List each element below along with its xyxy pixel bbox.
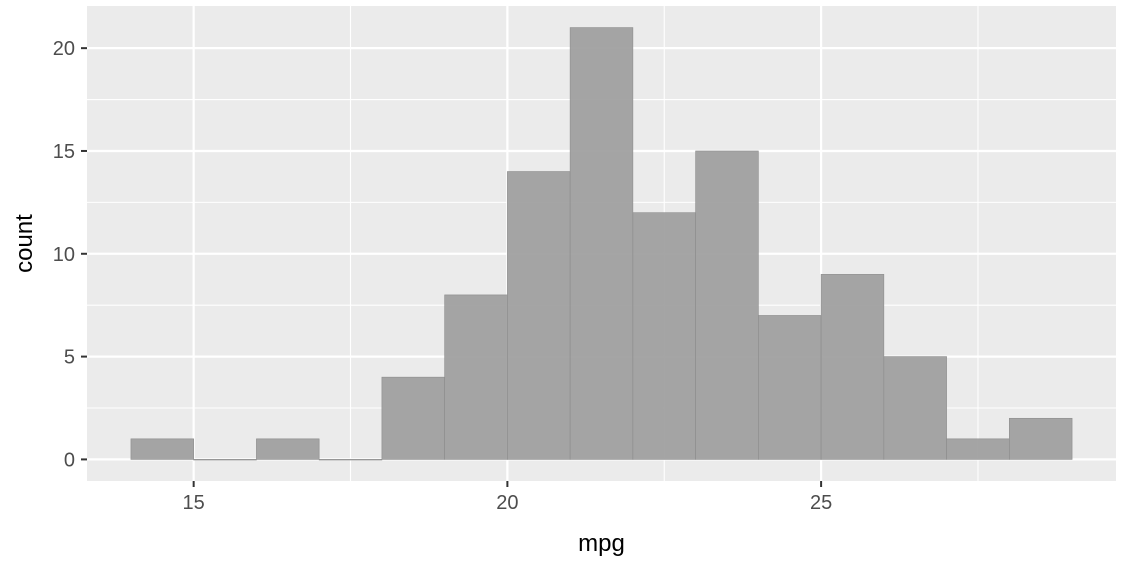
histogram-bar: [507, 171, 571, 460]
histogram-bar: [883, 356, 947, 460]
x-tick-label: 20: [496, 492, 518, 514]
x-tick-label: 15: [183, 492, 205, 514]
histogram-bars: [130, 27, 1073, 461]
histogram-bar: [695, 150, 759, 460]
histogram-bar: [758, 315, 822, 460]
y-tick-label: 15: [53, 141, 75, 163]
histogram-bar: [444, 294, 508, 460]
x-tick-label: 25: [810, 492, 832, 514]
y-axis: 0 5 10 15 20: [53, 38, 87, 471]
histogram-bar: [130, 438, 194, 460]
histogram-bar: [318, 459, 383, 461]
y-axis-title: count: [11, 214, 38, 273]
x-axis-title: mpg: [578, 530, 625, 557]
histogram-bar: [820, 274, 885, 460]
y-tick-label: 20: [53, 38, 75, 60]
histogram-bar: [193, 459, 257, 461]
histogram-bar: [632, 212, 696, 460]
histogram-bar: [946, 438, 1010, 460]
histogram-bar: [1009, 417, 1073, 460]
y-tick-label: 0: [64, 449, 75, 471]
histogram-bar: [256, 438, 320, 460]
histogram-bar: [381, 376, 445, 460]
y-tick-label: 5: [64, 347, 75, 369]
y-tick-label: 10: [53, 244, 75, 266]
histogram-bar: [569, 27, 634, 460]
x-axis: 15 20 25: [183, 481, 832, 514]
